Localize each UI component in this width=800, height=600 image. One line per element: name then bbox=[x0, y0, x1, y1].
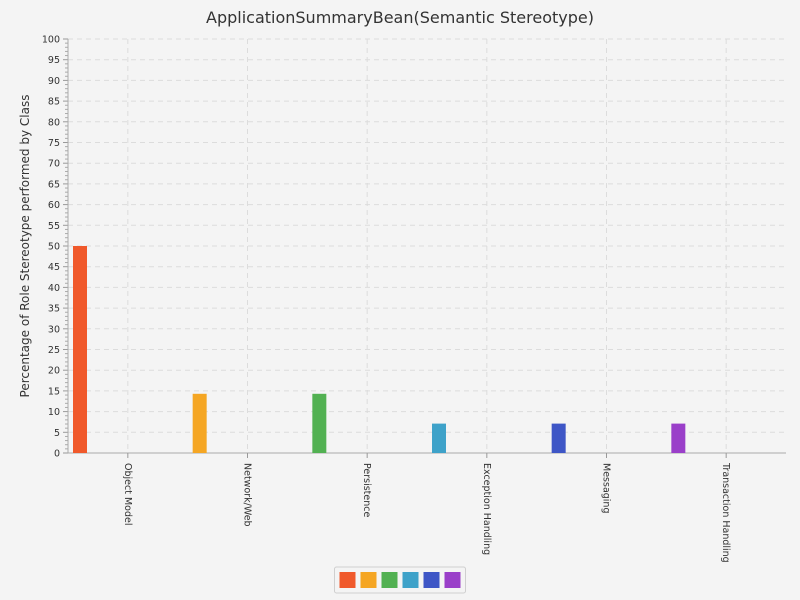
y-tick-label: 30 bbox=[48, 324, 60, 335]
bar bbox=[432, 423, 446, 453]
y-tick-label: 0 bbox=[54, 449, 60, 460]
y-tick-label: 90 bbox=[48, 76, 60, 87]
y-tick-label: 75 bbox=[48, 138, 60, 149]
legend-swatch bbox=[423, 572, 440, 588]
y-tick-label: 95 bbox=[48, 55, 60, 66]
y-tick-label: 70 bbox=[48, 159, 60, 170]
y-tick-label: 65 bbox=[48, 179, 60, 190]
x-tick-label: Persistence bbox=[361, 463, 372, 517]
y-tick-label: 55 bbox=[48, 221, 60, 232]
y-tick-label: 40 bbox=[48, 283, 60, 294]
bar bbox=[312, 393, 327, 453]
legend bbox=[334, 566, 466, 594]
legend-swatch bbox=[444, 572, 461, 588]
x-tick-label: Messaging bbox=[601, 463, 612, 513]
legend-swatch bbox=[402, 572, 419, 588]
y-tick-label: 15 bbox=[48, 386, 60, 397]
axes: 0 5 10 15 20 25 30 35 40 45 50 55 60 65 70 75 80 85 90 95 10… bbox=[42, 35, 786, 460]
y-tick-label: 35 bbox=[48, 304, 60, 315]
y-tick-label: 10 bbox=[48, 407, 60, 418]
chart-title: ApplicationSummaryBean(Semantic Stereoty… bbox=[206, 8, 594, 27]
y-tick-label: 20 bbox=[48, 366, 60, 377]
x-tick-labels: Object Model Network/Web Persistence Except… bbox=[122, 462, 731, 563]
bar bbox=[671, 423, 686, 453]
x-tick-label: Transaction Handling bbox=[720, 462, 731, 563]
bars bbox=[73, 246, 686, 453]
y-tick-label: 80 bbox=[48, 117, 60, 128]
x-tick-label: Object Model bbox=[122, 463, 133, 525]
bar bbox=[192, 393, 207, 453]
x-tick-label: Exception Handling bbox=[481, 463, 492, 555]
legend-swatch bbox=[360, 572, 377, 588]
legend-swatch bbox=[339, 572, 356, 588]
y-tick-label: 5 bbox=[54, 428, 60, 439]
y-tick-label: 50 bbox=[48, 242, 60, 253]
y-axis-label: Percentage of Role Stereotype performed … bbox=[18, 95, 32, 398]
bar bbox=[73, 246, 87, 453]
y-tick-label: 60 bbox=[48, 200, 60, 211]
x-tick-label: Network/Web bbox=[242, 463, 253, 527]
y-tick-label: 45 bbox=[48, 262, 60, 273]
bar bbox=[551, 423, 566, 453]
y-tick-label: 100 bbox=[42, 35, 60, 46]
y-tick-label: 25 bbox=[48, 345, 60, 356]
y-tick-label: 85 bbox=[48, 97, 60, 108]
legend-swatch bbox=[381, 572, 398, 588]
gridlines bbox=[68, 38, 786, 453]
